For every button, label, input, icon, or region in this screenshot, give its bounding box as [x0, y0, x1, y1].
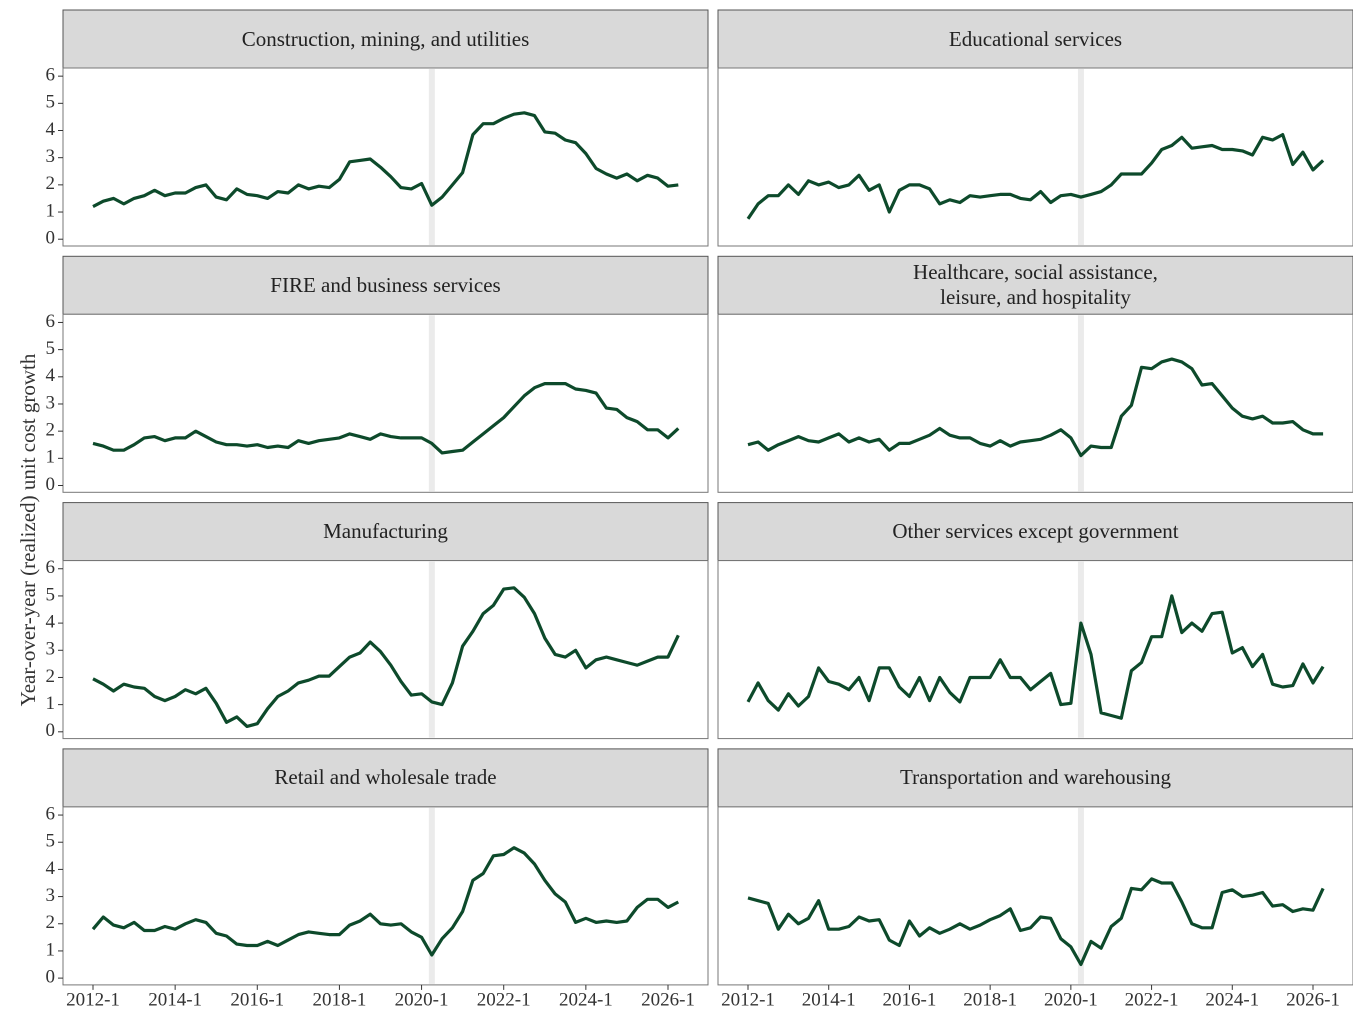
- x-tick-label: 2020-1: [395, 989, 449, 1010]
- y-tick-label: 1: [46, 939, 56, 960]
- panel-title: Manufacturing: [323, 519, 448, 544]
- y-tick-label: 6: [46, 311, 56, 332]
- y-tick-label: 5: [46, 338, 56, 359]
- y-tick-label: 0: [46, 966, 56, 987]
- plot-area: [62, 806, 709, 986]
- y-tick-label: 1: [46, 447, 56, 468]
- panel-title: Construction, mining, and utilities: [241, 26, 530, 51]
- data-line: [746, 133, 1325, 220]
- y-tick-label: 3: [46, 146, 56, 167]
- y-tick-label: 5: [46, 831, 56, 852]
- y-tick-label: 2: [46, 666, 56, 687]
- data-line: [747, 877, 1325, 967]
- x-tick-label: 2014-1: [148, 989, 202, 1010]
- strip: [717, 255, 1353, 315]
- strip: [717, 748, 1353, 808]
- plot-area: [717, 560, 1353, 740]
- y-tick-label: 3: [46, 885, 56, 906]
- x-tick-label: 2024-1: [1205, 989, 1259, 1010]
- y-tick-label: 4: [46, 858, 56, 879]
- x-tick-label: 2014-1: [802, 989, 856, 1010]
- y-tick-label: 5: [46, 92, 56, 113]
- panel-title: Other services except government: [892, 519, 1179, 544]
- plot-area: [62, 67, 709, 247]
- x-tick-label: 2018-1: [313, 989, 367, 1010]
- y-tick-label: 4: [46, 365, 56, 386]
- y-axis-label: Year-over-year (realized) unit cost grow…: [16, 353, 40, 706]
- data-line: [92, 382, 680, 455]
- y-tick-label: 0: [46, 720, 56, 741]
- y-tick-label: 3: [46, 639, 56, 660]
- x-tick-label: 2020-1: [1044, 989, 1098, 1010]
- y-tick-label: 0: [46, 228, 56, 249]
- data-line: [91, 846, 680, 957]
- y-tick-label: 6: [46, 557, 56, 578]
- panel-title: Educational services: [948, 26, 1123, 51]
- strip: [62, 502, 709, 562]
- y-tick-label: 6: [46, 803, 56, 824]
- plot-area: [717, 313, 1353, 493]
- y-tick-label: 4: [46, 119, 56, 140]
- plot-area: [717, 806, 1353, 986]
- y-tick-label: 2: [46, 912, 56, 933]
- panel-title: Transportation and warehousing: [899, 765, 1172, 790]
- plot-area: [717, 67, 1353, 247]
- x-tick-label: 2012-1: [721, 989, 775, 1010]
- panel-title: Healthcare, social assistance, leisure, …: [913, 260, 1158, 310]
- strip: [62, 255, 709, 315]
- y-tick-label: 2: [46, 420, 56, 441]
- x-tick-label: 2016-1: [883, 989, 937, 1010]
- strip: [717, 9, 1353, 69]
- x-tick-label: 2016-1: [230, 989, 284, 1010]
- data-line: [92, 111, 679, 209]
- panel-title: FIRE and business services: [270, 272, 501, 297]
- x-tick-label: 2018-1: [963, 989, 1017, 1010]
- x-tick-label: 2024-1: [559, 989, 613, 1010]
- strip: [62, 748, 709, 808]
- y-tick-label: 2: [46, 173, 56, 194]
- y-tick-label: 6: [46, 65, 56, 86]
- data-line: [746, 594, 1325, 720]
- y-tick-label: 0: [46, 474, 56, 495]
- x-tick-label: 2022-1: [1125, 989, 1179, 1010]
- data-line: [747, 357, 1324, 458]
- y-tick-label: 3: [46, 392, 56, 413]
- x-tick-label: 2026-1: [1286, 989, 1340, 1010]
- strip: [62, 9, 709, 69]
- data-line: [92, 586, 680, 728]
- y-tick-label: 1: [46, 200, 56, 221]
- plot-area: [62, 560, 709, 740]
- y-tick-label: 1: [46, 693, 56, 714]
- x-tick-label: 2012-1: [66, 989, 120, 1010]
- x-tick-label: 2026-1: [641, 989, 695, 1010]
- y-tick-label: 4: [46, 611, 56, 632]
- y-tick-label: 5: [46, 584, 56, 605]
- panel-title: Retail and wholesale trade: [274, 765, 497, 790]
- plot-area: [62, 313, 709, 493]
- x-tick-label: 2022-1: [477, 989, 531, 1010]
- strip: [717, 502, 1353, 562]
